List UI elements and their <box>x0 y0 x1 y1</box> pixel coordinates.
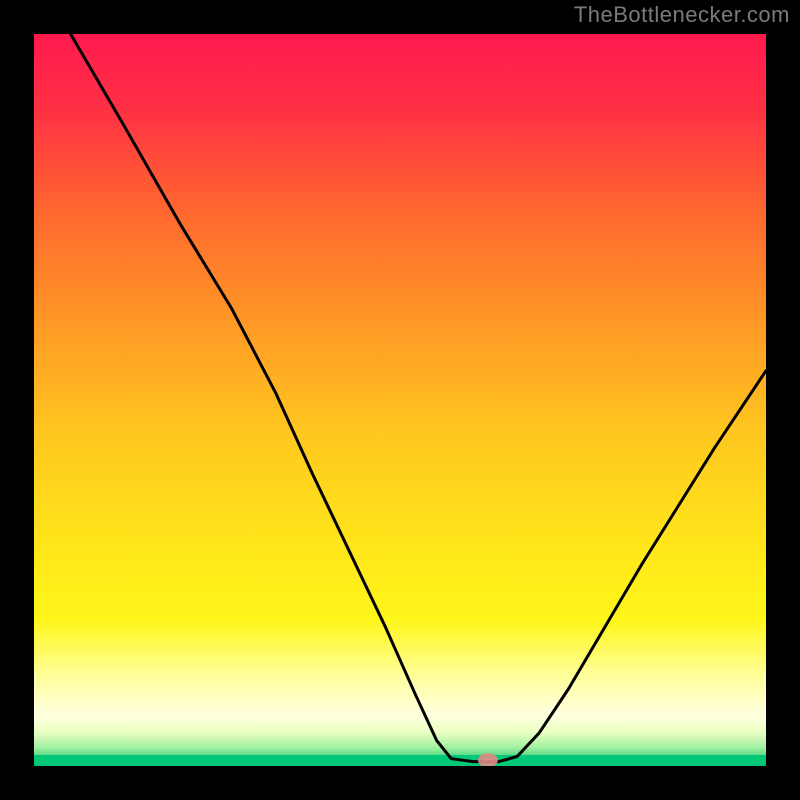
bottleneck-curve <box>34 34 766 766</box>
chart-container: TheBottlenecker.com <box>0 0 800 800</box>
watermark-text: TheBottlenecker.com <box>574 2 790 28</box>
plot-area <box>34 34 766 766</box>
optimal-point-marker <box>478 753 498 766</box>
plot-frame <box>34 34 766 766</box>
